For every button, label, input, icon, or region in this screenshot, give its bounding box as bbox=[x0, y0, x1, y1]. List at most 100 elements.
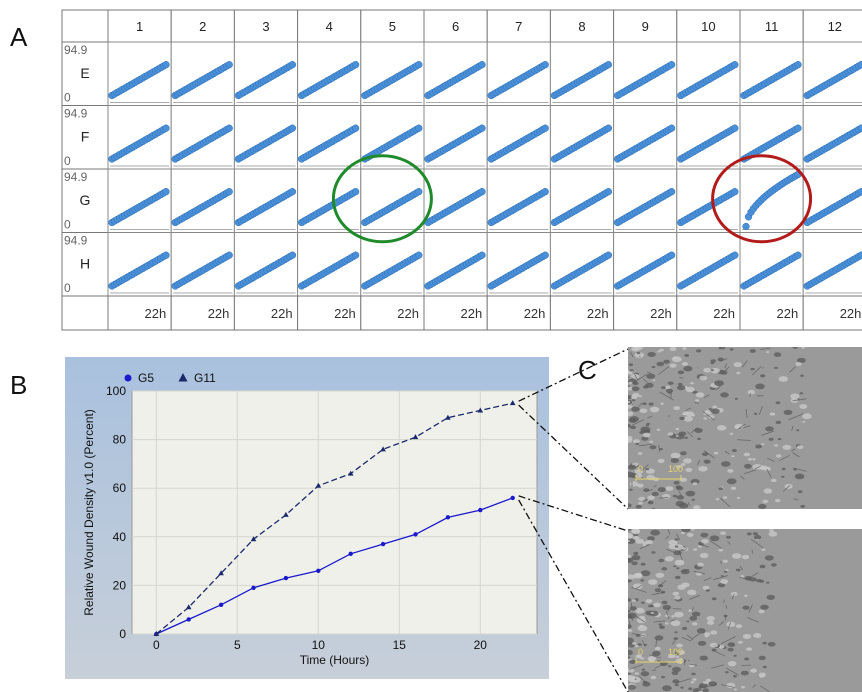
cell-body bbox=[677, 584, 686, 590]
column-header-label: 1 bbox=[136, 19, 143, 34]
cell-body bbox=[671, 615, 675, 618]
well-data-point bbox=[478, 124, 486, 132]
cell-body bbox=[703, 367, 712, 373]
well-data-point bbox=[604, 251, 613, 259]
cell-body bbox=[743, 452, 750, 457]
cell-body bbox=[653, 602, 661, 608]
cell-body bbox=[642, 544, 646, 547]
well-data-point bbox=[288, 124, 297, 132]
cell-body bbox=[681, 529, 691, 533]
well-cell-G11 bbox=[739, 168, 804, 233]
well-cell-H7 bbox=[486, 232, 551, 297]
cell-body bbox=[796, 429, 800, 432]
cell-body bbox=[727, 469, 734, 473]
cell-body bbox=[681, 547, 687, 550]
cell-process bbox=[682, 569, 690, 573]
data-point-G5 bbox=[186, 617, 191, 622]
cell-body bbox=[733, 688, 738, 691]
well-cell-E7 bbox=[486, 41, 551, 106]
cell-process bbox=[658, 580, 667, 588]
cell-body bbox=[703, 412, 709, 416]
cell-body bbox=[718, 347, 722, 350]
well-cell-G5 bbox=[360, 168, 425, 233]
cell-body bbox=[658, 623, 663, 626]
cell-body bbox=[685, 386, 695, 393]
data-point-G11 bbox=[185, 604, 192, 610]
cell-process bbox=[758, 405, 763, 415]
well-data-point bbox=[667, 251, 676, 259]
cell-body bbox=[628, 629, 633, 632]
cell-body bbox=[649, 610, 659, 617]
cell-body bbox=[767, 642, 776, 647]
cell-body bbox=[720, 579, 729, 584]
cell-body bbox=[706, 620, 715, 625]
well-data-point bbox=[351, 61, 360, 69]
cell-body bbox=[674, 651, 680, 655]
cell-body bbox=[628, 675, 634, 681]
cell-process bbox=[741, 360, 748, 368]
well-cell-H2 bbox=[170, 232, 235, 297]
cell-body bbox=[774, 444, 779, 447]
cell-body bbox=[628, 574, 635, 580]
cell-body bbox=[671, 671, 679, 676]
well-cell-F5 bbox=[360, 105, 425, 170]
cell-body bbox=[633, 536, 640, 540]
well-cell-F9 bbox=[613, 105, 678, 170]
cell-body bbox=[761, 443, 765, 446]
cell-process bbox=[791, 425, 794, 432]
cell-body bbox=[632, 599, 636, 602]
cell-body bbox=[631, 529, 640, 535]
cell-body bbox=[794, 473, 805, 480]
well-data-point bbox=[604, 124, 613, 132]
cell-body bbox=[628, 538, 636, 544]
cell-body bbox=[676, 643, 683, 648]
cell-body bbox=[709, 386, 717, 391]
cell-body bbox=[734, 397, 739, 400]
cell-body bbox=[628, 642, 635, 648]
cell-body bbox=[800, 374, 804, 377]
cell-process bbox=[639, 444, 652, 447]
cell-body bbox=[672, 679, 680, 684]
time-label-cell bbox=[107, 295, 172, 331]
cell-body bbox=[639, 624, 644, 628]
cell-body bbox=[721, 461, 731, 467]
cell-body bbox=[691, 672, 696, 676]
cell-body bbox=[668, 544, 677, 550]
data-point-G11 bbox=[347, 470, 354, 476]
well-data-point bbox=[604, 61, 613, 69]
cell-process bbox=[725, 368, 728, 371]
cell-body bbox=[752, 532, 759, 536]
well-data-point bbox=[478, 188, 486, 196]
cell-body bbox=[690, 681, 695, 684]
cell-body bbox=[784, 483, 793, 489]
cell-body bbox=[650, 604, 655, 608]
y-tick-label: 20 bbox=[113, 578, 127, 592]
cell-body bbox=[670, 458, 679, 463]
cell-process bbox=[687, 431, 694, 438]
cell-body bbox=[674, 559, 685, 566]
cell-body bbox=[726, 621, 736, 627]
cell-body bbox=[628, 403, 633, 406]
cell-body bbox=[762, 641, 767, 645]
cell-body bbox=[706, 616, 715, 621]
row-ymax-label: 94.9 bbox=[64, 43, 88, 57]
cell-body bbox=[731, 553, 742, 559]
well-data-point bbox=[162, 61, 170, 69]
data-point-G5 bbox=[478, 507, 483, 513]
cell-process bbox=[782, 485, 790, 492]
x-tick-label: 20 bbox=[474, 638, 488, 652]
well-cell-E6 bbox=[423, 41, 488, 106]
cell-process bbox=[699, 543, 709, 548]
cell-process bbox=[739, 565, 744, 571]
data-point-G11 bbox=[218, 570, 224, 576]
cell-body bbox=[628, 624, 632, 629]
cell-body bbox=[633, 573, 643, 579]
cell-body bbox=[683, 416, 693, 422]
well-cell-H10 bbox=[676, 232, 741, 297]
well-plate-overview: 1 2 3 4 5 6 7 8 9 10 11 1294.9E094.9F094.9G094.9H02… bbox=[61, 9, 862, 331]
cell-body bbox=[631, 399, 636, 402]
y-tick-label: 40 bbox=[113, 530, 127, 544]
well-cell-E11 bbox=[739, 41, 804, 106]
cell-body bbox=[719, 486, 724, 490]
cell-body bbox=[657, 458, 665, 464]
